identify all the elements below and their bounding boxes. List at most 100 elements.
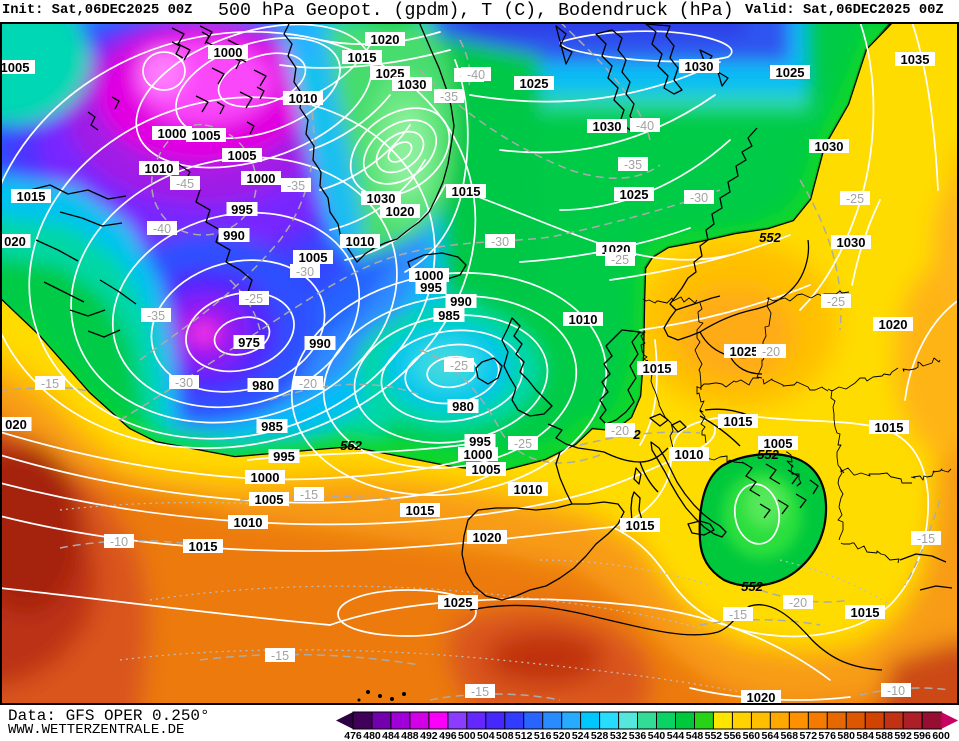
svg-text:1025: 1025 xyxy=(776,65,805,80)
svg-text:548: 548 xyxy=(686,730,704,741)
svg-text:020: 020 xyxy=(5,417,27,432)
svg-text:1015: 1015 xyxy=(643,361,672,376)
svg-text:552: 552 xyxy=(757,447,779,462)
svg-text:-20: -20 xyxy=(611,424,629,438)
svg-text:544: 544 xyxy=(667,730,685,741)
svg-text:512: 512 xyxy=(515,730,533,741)
svg-text:-25: -25 xyxy=(245,292,263,306)
svg-text:552: 552 xyxy=(340,438,362,453)
svg-text:1030: 1030 xyxy=(593,119,622,134)
svg-text:572: 572 xyxy=(800,730,818,741)
svg-text:1020: 1020 xyxy=(473,530,502,545)
svg-text:1010: 1010 xyxy=(514,482,543,497)
svg-text:1015: 1015 xyxy=(626,518,655,533)
svg-text:1020: 1020 xyxy=(879,317,908,332)
svg-text:580: 580 xyxy=(837,730,855,741)
svg-text:-40: -40 xyxy=(636,119,654,133)
svg-text:588: 588 xyxy=(875,730,893,741)
svg-text:1005: 1005 xyxy=(192,128,221,143)
svg-text:-30: -30 xyxy=(296,265,314,279)
svg-text:584: 584 xyxy=(856,730,874,741)
svg-text:528: 528 xyxy=(591,730,609,741)
svg-text:1010: 1010 xyxy=(289,91,318,106)
svg-text:1000: 1000 xyxy=(247,171,276,186)
svg-text:592: 592 xyxy=(894,730,912,741)
svg-text:552: 552 xyxy=(741,579,763,594)
svg-text:990: 990 xyxy=(223,228,245,243)
svg-text:556: 556 xyxy=(724,730,742,741)
svg-text:1000: 1000 xyxy=(214,45,243,60)
svg-text:1030: 1030 xyxy=(685,59,714,74)
svg-text:1015: 1015 xyxy=(348,50,377,65)
svg-text:596: 596 xyxy=(913,730,931,741)
svg-text:1015: 1015 xyxy=(875,420,904,435)
svg-text:990: 990 xyxy=(309,336,331,351)
svg-text:1005: 1005 xyxy=(472,462,501,477)
svg-text:1025: 1025 xyxy=(620,187,649,202)
svg-text:1015: 1015 xyxy=(406,503,435,518)
svg-text:600: 600 xyxy=(932,730,950,741)
svg-text:520: 520 xyxy=(553,730,571,741)
svg-text:-30: -30 xyxy=(491,235,509,249)
svg-text:-45: -45 xyxy=(176,177,194,191)
svg-text:-15: -15 xyxy=(41,377,59,391)
svg-text:-25: -25 xyxy=(450,359,468,373)
svg-text:1030: 1030 xyxy=(398,77,427,92)
svg-text:-40: -40 xyxy=(153,222,171,236)
svg-text:1005: 1005 xyxy=(255,492,284,507)
svg-text:-30: -30 xyxy=(690,191,708,205)
svg-text:1000: 1000 xyxy=(464,447,493,462)
svg-text:552: 552 xyxy=(759,230,781,245)
svg-text:504: 504 xyxy=(477,730,495,741)
svg-text:524: 524 xyxy=(572,730,590,741)
svg-text:564: 564 xyxy=(762,730,780,741)
svg-text:1030: 1030 xyxy=(367,191,396,206)
svg-text:1010: 1010 xyxy=(346,234,375,249)
svg-text:985: 985 xyxy=(438,308,460,323)
svg-text:995: 995 xyxy=(231,202,253,217)
svg-text:576: 576 xyxy=(818,730,836,741)
svg-text:-25: -25 xyxy=(611,253,629,267)
svg-text:552: 552 xyxy=(705,730,723,741)
svg-text:-25: -25 xyxy=(846,192,864,206)
svg-text:1015: 1015 xyxy=(452,184,481,199)
svg-text:1005: 1005 xyxy=(764,436,793,451)
svg-text:1010: 1010 xyxy=(234,515,263,530)
svg-text:568: 568 xyxy=(781,730,799,741)
svg-text:1025: 1025 xyxy=(444,595,473,610)
svg-text:1035: 1035 xyxy=(901,52,930,67)
svg-text:1020: 1020 xyxy=(371,32,400,47)
svg-text:-10: -10 xyxy=(110,535,128,549)
svg-text:-35: -35 xyxy=(287,179,305,193)
svg-text:500: 500 xyxy=(458,730,476,741)
svg-text:980: 980 xyxy=(252,378,274,393)
svg-text:1015: 1015 xyxy=(17,189,46,204)
svg-text:985: 985 xyxy=(261,419,283,434)
svg-text:1000: 1000 xyxy=(251,470,280,485)
svg-text:496: 496 xyxy=(439,730,457,741)
svg-text:492: 492 xyxy=(420,730,438,741)
svg-text:995: 995 xyxy=(273,449,295,464)
svg-text:1030: 1030 xyxy=(815,139,844,154)
svg-text:1030: 1030 xyxy=(837,235,866,250)
svg-text:1005: 1005 xyxy=(299,250,328,265)
svg-text:1010: 1010 xyxy=(675,447,704,462)
svg-text:995: 995 xyxy=(469,434,491,449)
svg-text:1015: 1015 xyxy=(724,414,753,429)
svg-text:-25: -25 xyxy=(827,295,845,309)
svg-text:508: 508 xyxy=(496,730,514,741)
svg-text:-10: -10 xyxy=(887,684,905,698)
svg-text:-15: -15 xyxy=(471,685,489,699)
svg-text:1020: 1020 xyxy=(747,690,776,705)
svg-text:-15: -15 xyxy=(917,532,935,546)
svg-text:1015: 1015 xyxy=(851,605,880,620)
svg-text:532: 532 xyxy=(610,730,628,741)
svg-text:-20: -20 xyxy=(789,596,807,610)
svg-text:516: 516 xyxy=(534,730,552,741)
svg-text:-15: -15 xyxy=(729,608,747,622)
svg-text:1015: 1015 xyxy=(189,539,218,554)
svg-text:-15: -15 xyxy=(300,488,318,502)
svg-text:1000: 1000 xyxy=(158,126,187,141)
svg-text:1025: 1025 xyxy=(520,76,549,91)
svg-text:975: 975 xyxy=(238,335,260,350)
